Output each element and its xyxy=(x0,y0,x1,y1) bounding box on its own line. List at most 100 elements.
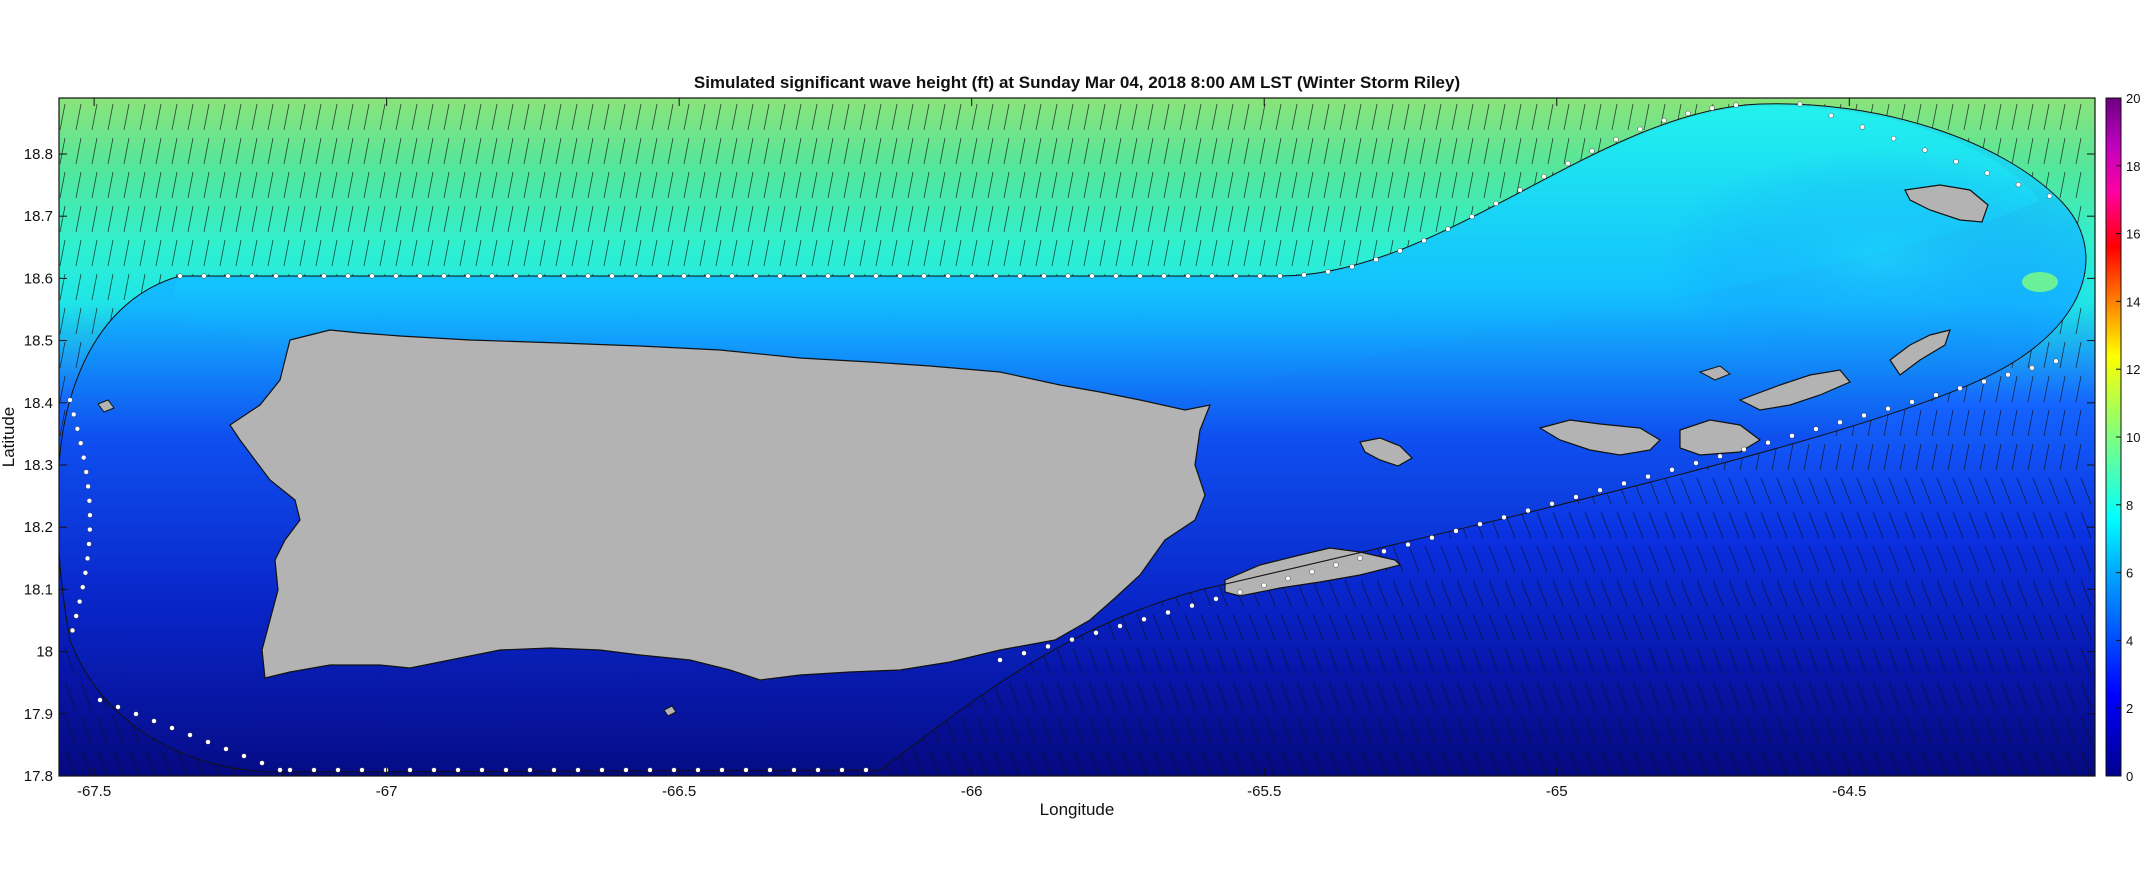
wave-arrow xyxy=(1323,103,1330,131)
tortola-land xyxy=(1738,369,1851,411)
wave-arrow xyxy=(1920,715,1932,743)
wave-arrow xyxy=(2048,681,2060,709)
wave-arrow xyxy=(1979,103,1986,131)
wave-arrow xyxy=(1040,681,1052,709)
boundary-marker-dot xyxy=(273,273,279,279)
wave-arrow xyxy=(635,137,642,165)
wave-arrow xyxy=(1760,579,1772,607)
wave-arrow xyxy=(1728,579,1740,607)
wave-arrow xyxy=(267,171,274,199)
wave-arrow xyxy=(1035,205,1042,233)
wave-arrow xyxy=(203,205,210,233)
boundary-marker-dot xyxy=(2047,193,2053,199)
colorbar-tick-label: 0 xyxy=(2126,769,2133,784)
wave-arrow xyxy=(1552,545,1564,573)
wave-arrow xyxy=(1840,681,1852,709)
wave-arrow xyxy=(123,239,130,267)
wave-arrow xyxy=(1115,171,1122,199)
wave-arrow xyxy=(1163,239,1170,267)
wave-arrow xyxy=(1483,103,1490,131)
boundary-marker-dot xyxy=(1405,541,1411,548)
wave-arrow xyxy=(1968,511,1980,539)
wave-arrow xyxy=(1211,171,1218,199)
wave-arrow xyxy=(923,171,930,199)
boundary-marker-dot xyxy=(839,767,845,773)
wave-arrow xyxy=(267,103,274,131)
wave-arrow xyxy=(1184,681,1196,709)
wave-arrow xyxy=(1328,715,1340,743)
mona-small-land xyxy=(97,399,115,413)
wave-arrow xyxy=(59,205,66,233)
wave-arrow xyxy=(1600,579,1612,607)
y-tick-label: 18.7 xyxy=(24,208,53,225)
boundary-marker-dot xyxy=(1017,273,1023,279)
wave-arrow xyxy=(907,137,914,165)
wave-arrow xyxy=(1168,647,1180,675)
wave-arrow xyxy=(1584,715,1596,743)
wave-arrow xyxy=(475,239,482,267)
x-tick-label: -66.5 xyxy=(662,783,696,800)
wave-arrow xyxy=(2032,749,2044,776)
wave-arrow xyxy=(1968,715,1980,743)
boundary-marker-dot xyxy=(1469,213,1475,220)
wave-arrow xyxy=(699,171,706,199)
wave-arrow xyxy=(683,137,690,165)
wave-arrow xyxy=(1259,239,1266,267)
wave-arrow xyxy=(1904,579,1916,607)
wave-arrow xyxy=(571,137,578,165)
wave-arrow xyxy=(235,103,242,131)
wave-arrow xyxy=(1936,477,1948,505)
wave-arrow xyxy=(1531,103,1538,131)
wave-arrow xyxy=(1232,681,1244,709)
wave-arrow xyxy=(1931,103,1938,131)
wave-arrow xyxy=(1712,545,1724,573)
wave-arrow xyxy=(1296,681,1308,709)
boundary-marker-dot xyxy=(1517,187,1523,193)
wave-arrow xyxy=(1760,647,1772,675)
wave-arrow xyxy=(2032,579,2044,607)
boundary-marker-dot xyxy=(455,767,461,773)
boundary-marker-dot xyxy=(921,273,927,279)
wave-arrow xyxy=(363,171,370,199)
wave-arrow xyxy=(139,171,146,199)
wave-arrow xyxy=(891,205,898,233)
wave-arrow xyxy=(91,307,98,335)
wave-arrow xyxy=(827,239,834,267)
wave-arrow xyxy=(1152,715,1164,743)
wave-arrow xyxy=(1968,613,1980,641)
wave-arrow xyxy=(2075,307,2082,335)
wave-arrow xyxy=(1227,103,1234,131)
wave-arrow xyxy=(1776,715,1788,743)
wave-arrow xyxy=(1323,171,1330,199)
boundary-marker-dot xyxy=(259,760,265,766)
wave-arrow xyxy=(827,103,834,131)
wave-arrow xyxy=(1328,749,1340,776)
wave-arrow xyxy=(1984,647,1996,675)
wave-arrow xyxy=(1915,443,1922,471)
wave-arrow xyxy=(187,239,194,267)
wave-arrow xyxy=(1744,511,1756,539)
wave-arrow xyxy=(2080,579,2092,607)
wave-arrow xyxy=(1152,647,1164,675)
wave-arrow xyxy=(1947,103,1954,131)
wave-arrow xyxy=(635,239,642,267)
wave-arrow xyxy=(1792,647,1804,675)
wave-arrow xyxy=(1440,579,1452,607)
wave-arrow xyxy=(2032,681,2044,709)
wave-arrow xyxy=(2059,137,2066,165)
wave-arrow xyxy=(1515,137,1522,165)
wave-arrow xyxy=(939,137,946,165)
boundary-marker-dot xyxy=(359,767,365,773)
wave-arrow xyxy=(1376,579,1388,607)
boundary-marker-dot xyxy=(681,273,687,279)
boundary-marker-dot xyxy=(1645,474,1651,480)
wave-arrow xyxy=(427,205,434,233)
wave-arrow xyxy=(1744,715,1756,743)
anegada-land xyxy=(1904,184,1989,223)
wave-arrow xyxy=(2059,443,2066,471)
wave-arrow xyxy=(1904,681,1916,709)
wave-arrow xyxy=(1488,681,1500,709)
wave-arrow xyxy=(907,171,914,199)
wave-arrow xyxy=(2080,681,2092,709)
